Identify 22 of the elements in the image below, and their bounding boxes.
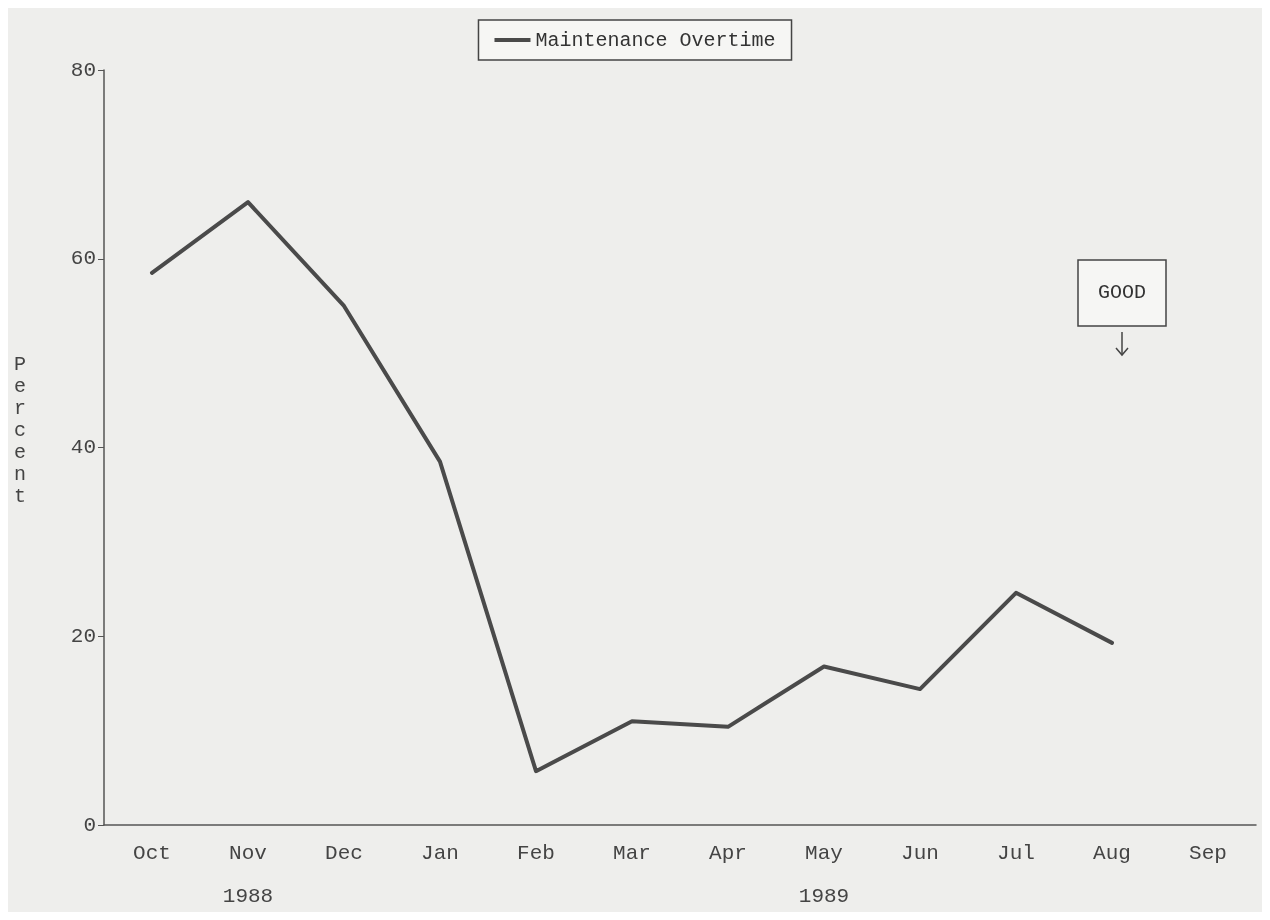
x-tick-label: Sep (1189, 842, 1227, 865)
y-tick-label: 0 (83, 813, 96, 837)
x-tick-label: Nov (229, 842, 267, 865)
y-tick-label: 20 (70, 624, 96, 648)
x-tick-label: Dec (325, 842, 363, 865)
x-tick-label: Mar (613, 842, 651, 865)
x-tick-label: May (805, 842, 843, 865)
text: 1988 (222, 885, 274, 908)
x-tick-label: Jan (421, 842, 459, 865)
x-tick-label: Aug (1093, 842, 1131, 865)
legend-label: Maintenance Overtime (535, 28, 776, 52)
annotation: GOOD (1097, 280, 1147, 304)
y-axis-title: Percent (14, 352, 27, 508)
text: 1989 (798, 885, 850, 908)
y-tick-label: 80 (70, 58, 96, 82)
x-tick-label: Apr (709, 842, 747, 865)
x-tick-label: Jul (997, 842, 1035, 865)
y-tick-label: 60 (70, 247, 96, 271)
x-tick-label: Oct (133, 842, 171, 865)
x-tick-label: Jun (901, 842, 939, 865)
y-tick-label: 40 (70, 436, 96, 459)
x-tick-label: Feb (517, 842, 555, 865)
